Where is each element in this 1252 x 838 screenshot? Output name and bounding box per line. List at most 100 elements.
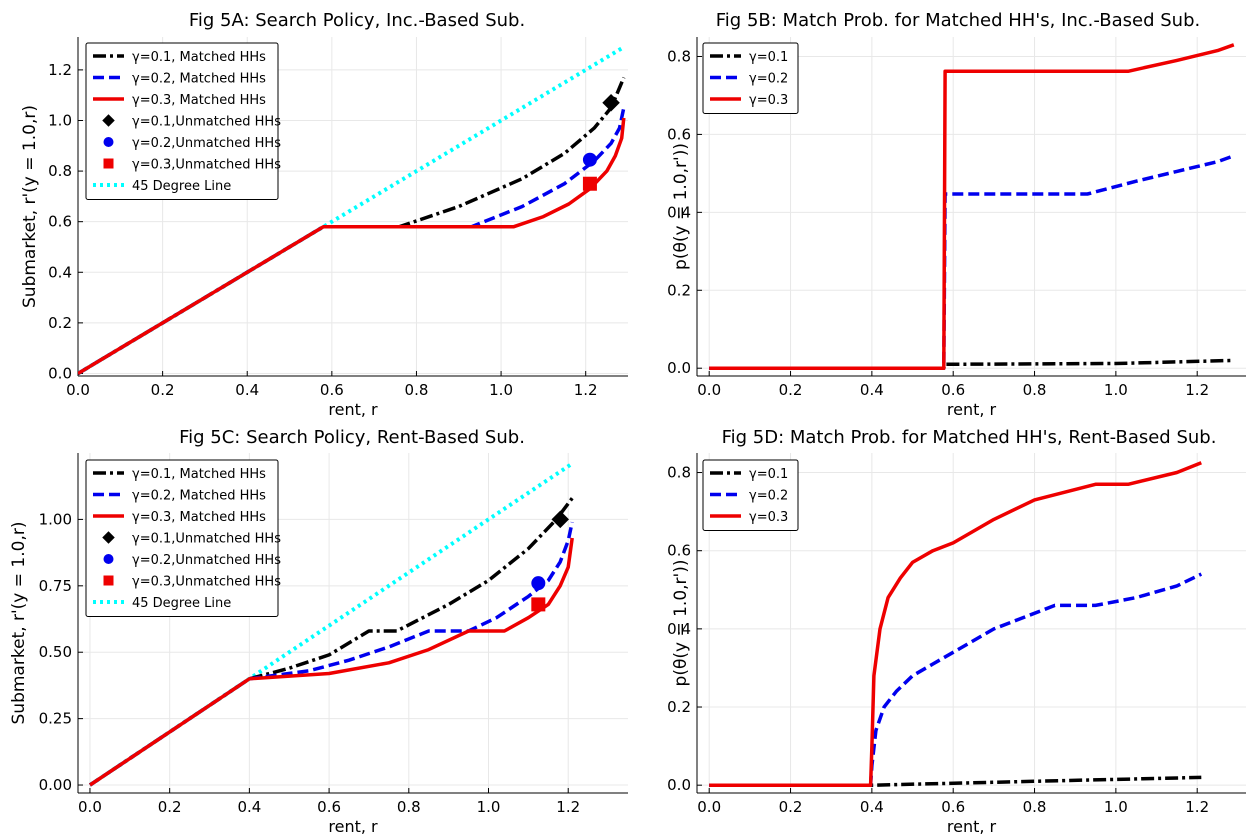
x-tick-label: 0.8 <box>405 381 429 399</box>
legend-label: γ=0.2, Matched HHs <box>132 489 266 504</box>
x-tick-label: 0.4 <box>237 798 261 816</box>
series-line <box>709 461 1202 787</box>
legend-marker <box>102 114 115 127</box>
unmatched-marker <box>602 94 620 112</box>
x-tick-label: 0.0 <box>697 381 721 399</box>
panel-3: 0.0 0.2 0.4 0.6 0.8 1.0 1.2 0.00 0.25 0.50 0.75 1.0… <box>9 427 628 836</box>
chart-title: Fig 5D: Match Prob. for Matched HH's, Re… <box>722 427 1217 448</box>
y-axis-label: p(θ(y = 1.0,r')) <box>671 560 691 687</box>
legend-box <box>702 459 799 531</box>
unmatched-marker <box>582 176 597 191</box>
legend-label: γ=0.3 <box>749 510 788 525</box>
y-tick-label: 0.8 <box>667 47 691 65</box>
legend-label: γ=0.3, Matched HHs <box>132 510 266 525</box>
x-tick-label: 0.2 <box>779 798 803 816</box>
chart-title: Fig 5A: Search Policy, Inc.-Based Sub. <box>189 10 525 31</box>
x-tick-label: 0.2 <box>779 381 803 399</box>
legend-marker <box>103 137 114 147</box>
x-tick-label: 1.0 <box>1104 381 1128 399</box>
y-tick-label: 0.0 <box>667 359 691 377</box>
legend: γ=0.1, Matched HHs γ=0.2, Matched HHs γ=0.… <box>85 459 281 617</box>
y-tick-label: 0.0 <box>667 776 691 794</box>
legend-label: γ=0.1 <box>749 50 788 65</box>
x-tick-label: 0.8 <box>397 798 421 816</box>
x-tick-label: 1.0 <box>477 798 501 816</box>
unmatched-marker <box>582 152 597 167</box>
y-tick-label: 0.0 <box>48 364 72 382</box>
series-line <box>709 43 1235 370</box>
legend-box <box>702 42 799 114</box>
x-tick-label: 0.0 <box>697 798 721 816</box>
y-tick-label: 0.6 <box>667 542 691 560</box>
chart-title: Fig 5C: Search Policy, Rent-Based Sub. <box>179 427 525 448</box>
legend-box <box>85 42 279 200</box>
y-axis-label: Submarket, r'(y = 1.0,r) <box>20 105 40 308</box>
legend-label: γ=0.2 <box>749 72 788 87</box>
y-tick-label: 0.4 <box>667 620 691 638</box>
series-line <box>89 537 574 787</box>
x-tick-label: 0.4 <box>860 381 884 399</box>
series-line <box>89 497 574 787</box>
unmatched-marker <box>551 510 569 529</box>
legend-label: γ=0.1, Matched HHs <box>132 50 266 65</box>
x-axis-label: rent, r <box>328 817 378 836</box>
y-tick-label: 1.00 <box>39 510 72 528</box>
y-tick-label: 0.4 <box>48 263 72 281</box>
x-tick-label: 1.0 <box>489 381 513 399</box>
x-tick-label: 0.0 <box>78 798 102 816</box>
x-axis-label: rent, r <box>947 400 997 419</box>
y-tick-label: 0.2 <box>48 314 72 332</box>
y-tick-label: 0.8 <box>48 162 72 180</box>
y-tick-label: 1.2 <box>48 61 72 79</box>
legend: γ=0.1, Matched HHs γ=0.2, Matched HHs γ=0.… <box>85 42 281 200</box>
legend-label: γ=0.2,Unmatched HHs <box>132 136 281 151</box>
y-tick-label: 0.2 <box>667 698 691 716</box>
panel-4: 0.0 0.2 0.4 0.6 0.8 1.0 1.2 0.0 0.2 0.4 0.6 0.8 Fig … <box>667 427 1246 836</box>
x-tick-label: 0.4 <box>860 798 884 816</box>
series-line <box>78 117 626 376</box>
x-tick-label: 0.2 <box>158 798 182 816</box>
y-tick-label: 0.4 <box>667 203 691 221</box>
unmatched-marker <box>531 576 546 591</box>
legend-marker <box>103 575 114 586</box>
x-tick-label: 0.6 <box>941 798 965 816</box>
legend-marker <box>102 531 115 544</box>
legend-label: γ=0.1, Matched HHs <box>132 467 266 482</box>
series-line <box>78 107 626 376</box>
legend-label: γ=0.3,Unmatched HHs <box>132 158 281 173</box>
panel-2: 0.0 0.2 0.4 0.6 0.8 1.0 1.2 0.0 0.2 0.4 0.6 0.8 Fig … <box>667 10 1246 419</box>
y-tick-label: 0.75 <box>39 577 72 595</box>
y-tick-label: 0.50 <box>39 643 72 661</box>
y-tick-label: 0.6 <box>667 125 691 143</box>
x-tick-label: 0.8 <box>1023 381 1047 399</box>
x-tick-label: 0.6 <box>941 381 965 399</box>
x-axis-label: rent, r <box>328 400 378 419</box>
legend-label: γ=0.2, Matched HHs <box>132 72 266 87</box>
y-tick-label: 0.6 <box>48 213 72 231</box>
series-line <box>709 572 1203 787</box>
legend-label: γ=0.3 <box>749 93 788 108</box>
legend-label: 45 Degree Line <box>132 596 231 611</box>
legend: γ=0.1 γ=0.2 γ=0.3 <box>702 42 799 114</box>
x-tick-label: 1.2 <box>1185 798 1209 816</box>
x-tick-label: 1.2 <box>1185 381 1209 399</box>
legend-label: γ=0.2,Unmatched HHs <box>132 553 281 568</box>
y-axis-label: Submarket, r'(y = 1.0,r) <box>9 522 29 725</box>
x-tick-label: 1.0 <box>1104 798 1128 816</box>
x-tick-label: 0.0 <box>66 381 90 399</box>
x-axis-label: rent, r <box>947 817 997 836</box>
x-tick-label: 0.8 <box>1023 798 1047 816</box>
legend-label: γ=0.3,Unmatched HHs <box>132 575 281 590</box>
y-tick-label: 1.0 <box>48 111 72 129</box>
x-tick-label: 0.6 <box>317 798 341 816</box>
legend-box <box>85 459 279 617</box>
y-tick-label: 0.25 <box>39 710 72 728</box>
x-tick-label: 0.6 <box>320 381 344 399</box>
legend-label: γ=0.3, Matched HHs <box>132 93 266 108</box>
x-tick-label: 1.2 <box>556 798 580 816</box>
series-line <box>709 154 1235 370</box>
panel-1: 0.0 0.2 0.4 0.6 0.8 1.0 1.2 0.0 0.2 0.4 0.6 0.8 1.0 1… <box>20 10 628 419</box>
chart-title: Fig 5B: Match Prob. for Matched HH's, In… <box>716 10 1200 31</box>
x-tick-label: 0.2 <box>151 381 175 399</box>
